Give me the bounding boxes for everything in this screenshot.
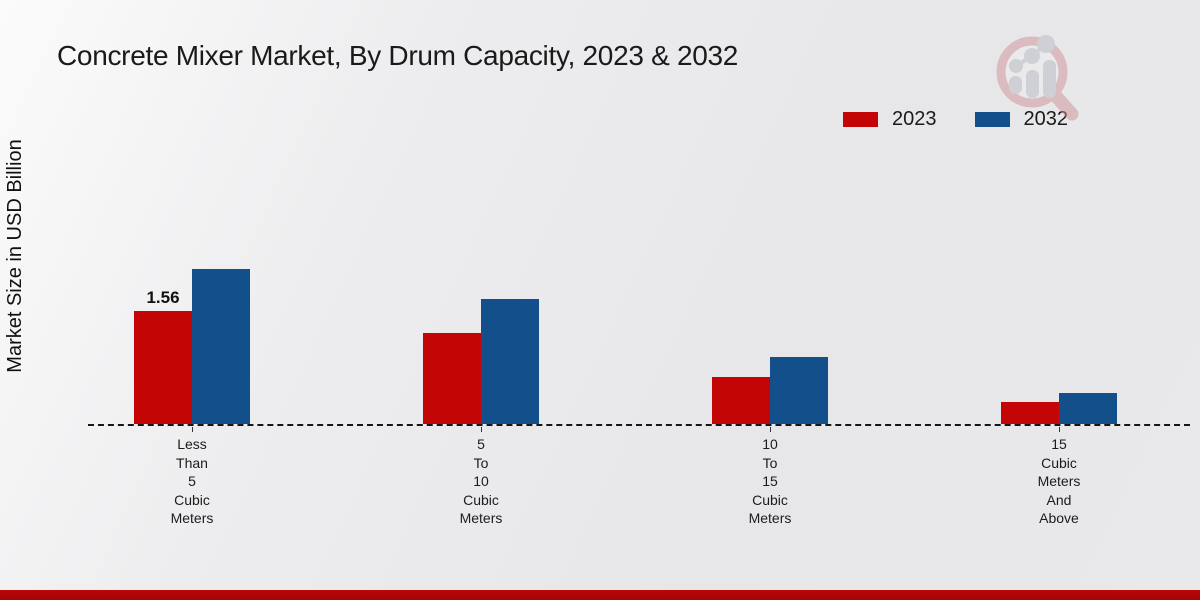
legend-item-2023: 2023: [843, 108, 937, 131]
page-title: Concrete Mixer Market, By Drum Capacity,…: [57, 40, 739, 71]
category-label-4: 15 Cubic Meters And Above: [1037, 436, 1081, 526]
bar-2032-group1: [192, 269, 250, 424]
bar-2023-group1: [134, 311, 192, 424]
legend: 2023 2032: [843, 108, 1068, 131]
bar-2032-group2: [481, 299, 539, 424]
x-axis-tick: [481, 427, 482, 432]
bar-2023-group2: [423, 333, 481, 424]
bar-2032-group3: [770, 357, 828, 424]
x-axis-tick: [1059, 427, 1060, 432]
legend-label-2023: 2023: [892, 108, 937, 130]
legend-swatch-2023: [843, 112, 878, 127]
bar-2032-group4: [1059, 393, 1117, 424]
x-axis-tick: [770, 427, 771, 432]
category-label-2: 5 To 10 Cubic Meters: [459, 436, 503, 526]
x-axis-tick: [192, 427, 193, 432]
legend-swatch-2032: [974, 112, 1010, 127]
bar-value-label: 1.56: [146, 288, 180, 307]
bar-2023-group4: [1001, 402, 1059, 424]
legend-label-2032: 2032: [1023, 108, 1069, 130]
legend-item-2032: 2032: [974, 108, 1069, 131]
x-axis-baseline: [88, 424, 1190, 426]
bar-2023-group3: [712, 377, 770, 424]
magnifier-chart-logo-icon: [996, 35, 1079, 121]
footer-accent-bar: [0, 590, 1200, 600]
category-label-1: Less Than 5 Cubic Meters: [170, 436, 214, 526]
category-label-3: 10 To 15 Cubic Meters: [748, 436, 792, 526]
